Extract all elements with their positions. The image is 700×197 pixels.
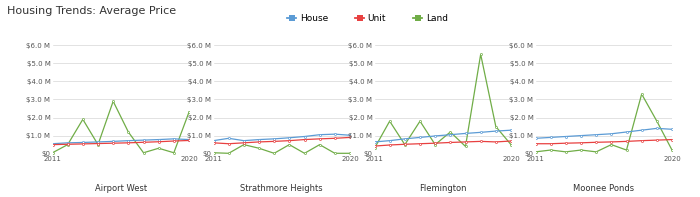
Text: Housing Trends: Average Price: Housing Trends: Average Price (7, 6, 176, 16)
Text: Airport West: Airport West (94, 184, 147, 193)
Text: Strathmore Heights: Strathmore Heights (240, 184, 323, 193)
Text: Flemington: Flemington (419, 184, 466, 193)
Legend: House, Unit, Land: House, Unit, Land (287, 14, 448, 23)
Text: Moonee Ponds: Moonee Ponds (573, 184, 634, 193)
